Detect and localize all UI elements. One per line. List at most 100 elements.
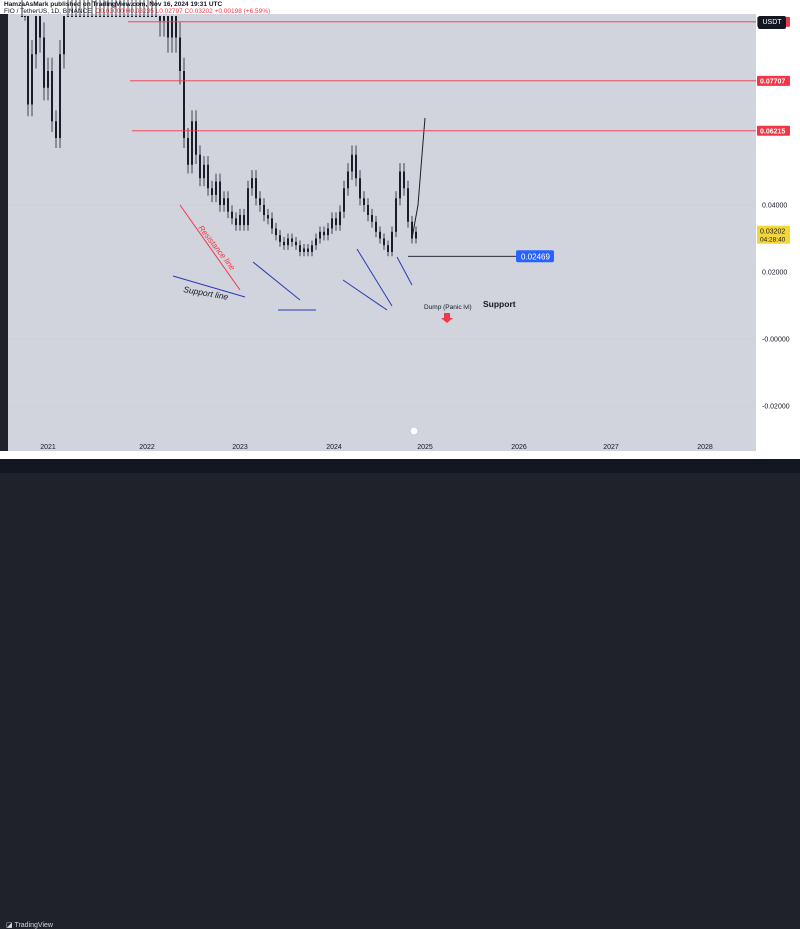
candle-body [403,171,405,189]
candle-body [111,16,113,17]
candle-body [271,218,273,229]
x-tick-label: 2021 [40,444,56,451]
candle-body [51,71,53,122]
trendline [252,261,301,301]
candle-body [75,16,77,17]
support-label: Support [483,299,516,309]
candle-body [127,16,129,17]
candle-body [227,198,229,212]
candle-body [359,178,361,199]
candle-body [339,211,341,226]
candle-body [391,231,393,252]
resistance-line-label: Resistance line [196,224,237,273]
candle-body [179,37,181,71]
x-tick-label: 2028 [697,444,713,451]
candle-body [387,245,389,252]
candle-body [327,228,329,236]
candle-body [87,16,89,17]
candle-body [267,215,269,219]
countdown-label: 04:28:40 [760,237,786,244]
candle-body [351,154,353,172]
candle-body [95,16,97,17]
down-arrow-icon [441,313,453,323]
candle-body [91,16,93,17]
candle-body [187,138,189,165]
candle-body [355,154,357,179]
trendline [396,256,413,286]
candle-body [59,54,61,138]
y-tick-label: 0.04000 [762,203,787,210]
candle-body [383,238,385,246]
candle-body [223,198,225,205]
candle-body [119,16,121,17]
candle-body [343,188,345,212]
currency-badge[interactable]: USDT [758,16,786,29]
support-price-badge [516,250,554,263]
candle-body [311,245,313,252]
candle-body [335,218,337,226]
candle-body [183,71,185,138]
candle-body [163,16,165,21]
candle-body [375,221,377,232]
candle-body [243,215,245,226]
candle-body [255,178,257,199]
candle-body [99,16,101,17]
candle-body [55,121,57,138]
candle-body [139,16,141,17]
tradingview-logo: ◪ TradingView [6,922,53,929]
y-tick-label: -0.00000 [762,337,790,344]
trendline [356,248,393,307]
last-price-label: 0.03202 [760,229,785,236]
plot-area[interactable] [8,14,756,451]
last-price-badge [757,225,790,244]
candle-body [407,188,409,222]
candle-body [83,16,85,17]
candle-body [303,248,305,252]
candle-body [291,238,293,242]
candle-body [323,231,325,236]
candle-body [379,231,381,239]
trendline [172,275,246,298]
candle-body [235,218,237,226]
y-tick-label: -0.02000 [762,404,790,411]
candle-body [331,218,333,229]
event-marker-icon [409,426,419,436]
candle-body [115,16,117,17]
candle-body [371,215,373,222]
candle-body [35,16,37,55]
candle-body [155,16,157,17]
level-price-badge [757,75,790,86]
level-price-badge [757,125,790,136]
candle-body [63,16,65,55]
x-tick-label: 2024 [326,444,342,451]
candle-body [67,16,69,17]
candle-body [395,198,397,232]
candle-body [107,16,109,17]
candle-body [287,238,289,246]
y-tick-label: 0.02000 [762,270,787,277]
candle-body [191,121,193,165]
candle-body [239,215,241,226]
candle-body [275,228,277,236]
chart-svg: 0.04000 0.02000 -0.00000 -0.02000 2021 2022 2… [21,16,790,451]
candle-body [231,211,233,219]
candle-body [71,16,73,17]
x-tick-label: 2023 [232,444,248,451]
candle-body [399,171,401,199]
candle-body [47,71,49,88]
candle-body [251,178,253,189]
x-tick-label: 2025 [417,444,433,451]
candle-body [279,235,281,242]
trendline [342,279,388,311]
publisher-text: HamzaAsMark published on TradingView.com… [4,1,223,8]
candle-body [219,181,221,205]
candle-body [363,198,365,205]
symbol-line: FIO / TetherUS, 1D, BINANCE O0.03000 H0.… [4,8,270,15]
header-bar: HamzaAsMark published on TradingView.com… [0,0,800,15]
candle-body [415,231,417,239]
candle-body [24,16,26,17]
candle-body [135,16,137,17]
symbol-name: FIO / TetherUS, 1D, BINANCE [4,8,92,15]
candle-body [207,164,209,189]
